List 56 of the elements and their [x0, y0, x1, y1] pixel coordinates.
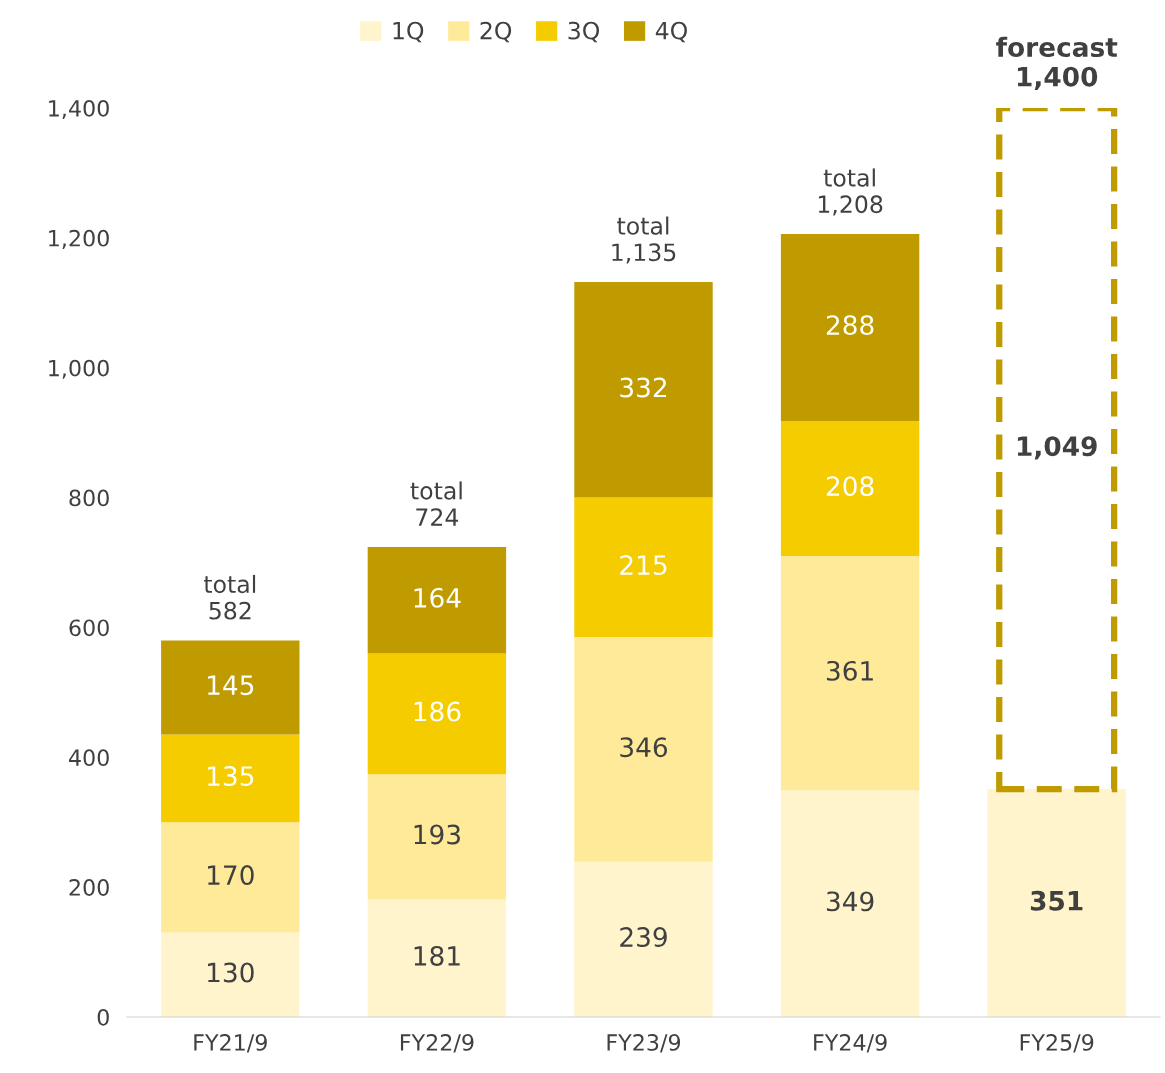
x-tick-label: FY21/9	[194, 1034, 267, 1053]
x-tick-label: FY24/9	[814, 1034, 887, 1053]
bar	[780, 556, 920, 791]
data-label: 170	[208, 865, 254, 886]
bar	[574, 637, 713, 862]
bar	[161, 932, 300, 1017]
x-tick-label: FY23/9	[607, 1034, 681, 1053]
bar	[780, 420, 920, 557]
data-label: 361	[826, 660, 873, 681]
total-label: total 1,135	[612, 216, 676, 264]
data-label: 1,049	[1017, 436, 1097, 460]
y-tick-label: 1,400	[49, 99, 109, 120]
bar	[161, 640, 300, 735]
x-tick-label: FY22/9	[400, 1034, 474, 1053]
total-label: total 582	[203, 574, 256, 620]
y-tick-label: 1,200	[49, 229, 109, 249]
total-label: total 1,208	[818, 168, 883, 216]
data-label: 332	[620, 377, 667, 398]
legend-label: 1Q	[393, 21, 424, 43]
y-tick-label: 400	[69, 749, 109, 767]
total-label: forecast 1,400	[996, 36, 1118, 91]
bar	[367, 653, 507, 775]
y-tick-label: 1,000	[49, 359, 109, 379]
bar	[574, 282, 713, 498]
data-label: 164	[414, 587, 461, 608]
bar	[367, 899, 507, 1017]
legend-label: 3Q	[568, 21, 600, 43]
bar	[367, 546, 507, 654]
y-tick-label: 800	[69, 489, 109, 507]
legend-label: 4Q	[655, 21, 687, 43]
data-label: 145	[208, 675, 254, 696]
x-tick-label: FY25/9	[1020, 1034, 1094, 1053]
data-label: 186	[414, 701, 461, 722]
bar	[367, 774, 507, 900]
data-label: 239	[620, 927, 667, 948]
data-label: 346	[620, 737, 668, 758]
data-label: 130	[208, 962, 254, 983]
total-label: total 724	[410, 481, 462, 526]
bar	[780, 233, 920, 421]
legend-label: 2Q	[480, 21, 512, 43]
data-label: 351	[1030, 890, 1083, 911]
y-tick-label: 600	[69, 619, 109, 637]
data-label: 215	[620, 555, 667, 576]
bar	[574, 861, 713, 1017]
data-label: 349	[826, 891, 874, 912]
bar	[161, 734, 300, 823]
bar	[161, 822, 300, 933]
y-tick-label: 0	[97, 1008, 109, 1026]
data-label: 135	[208, 766, 254, 787]
data-label: 208	[826, 476, 874, 497]
data-label: 288	[826, 315, 874, 336]
data-label: 181	[414, 945, 460, 966]
y-tick-label: 200	[69, 879, 109, 896]
bar	[780, 790, 920, 1017]
data-label: 193	[414, 824, 460, 845]
bar	[574, 497, 713, 638]
